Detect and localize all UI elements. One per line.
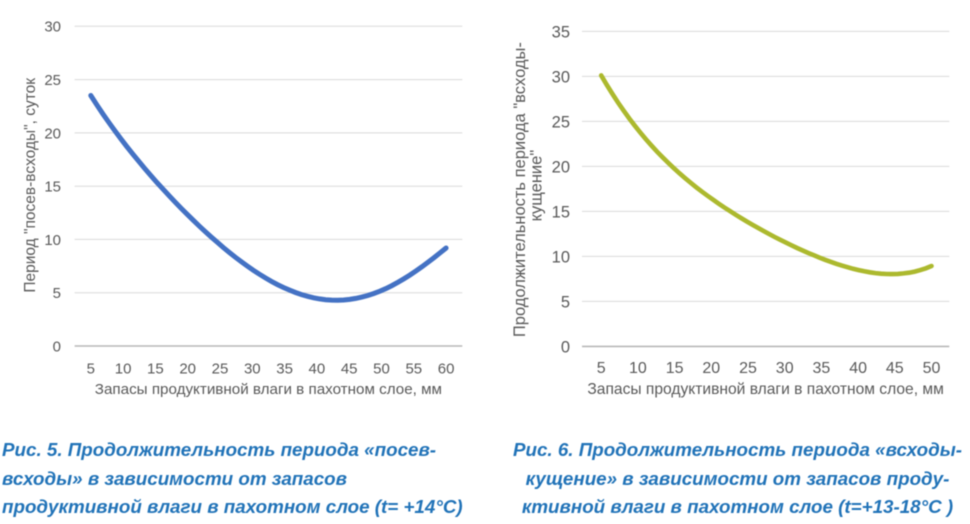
svg-text:40: 40 [309, 361, 326, 378]
svg-text:30: 30 [552, 68, 570, 86]
svg-text:50: 50 [923, 360, 941, 377]
svg-text:5: 5 [53, 285, 61, 302]
svg-text:15: 15 [147, 361, 164, 378]
svg-text:Период "посев-всходы", суток: Период "посев-всходы", суток [22, 78, 39, 293]
svg-text:0: 0 [561, 338, 570, 356]
svg-text:25: 25 [44, 72, 61, 89]
svg-text:10: 10 [115, 361, 132, 378]
svg-text:35: 35 [813, 360, 831, 377]
svg-text:25: 25 [739, 360, 757, 377]
svg-text:45: 45 [886, 360, 904, 377]
svg-text:Продолжительность периода "всх: Продолжительность периода "всходы- [511, 42, 529, 337]
svg-text:10: 10 [552, 248, 570, 266]
svg-text:45: 45 [341, 361, 358, 378]
svg-text:5: 5 [87, 361, 95, 378]
svg-text:5: 5 [561, 293, 570, 311]
svg-text:55: 55 [405, 361, 422, 378]
svg-text:30: 30 [244, 361, 261, 378]
svg-text:15: 15 [552, 203, 570, 221]
svg-text:25: 25 [212, 361, 229, 378]
svg-text:0: 0 [53, 338, 61, 355]
svg-text:Запасы продуктивной влаги в па: Запасы продуктивной влаги в пахотном сло… [95, 381, 442, 398]
svg-text:60: 60 [438, 361, 455, 378]
svg-text:кущение": кущение" [528, 150, 546, 222]
svg-text:30: 30 [44, 19, 61, 36]
svg-text:35: 35 [552, 23, 570, 41]
svg-text:40: 40 [849, 360, 867, 377]
svg-text:20: 20 [44, 125, 61, 142]
svg-text:50: 50 [373, 361, 390, 378]
svg-text:20: 20 [552, 158, 570, 176]
svg-text:25: 25 [552, 113, 570, 131]
svg-text:Запасы продуктивной влаги в па: Запасы продуктивной влаги в пахотном сло… [587, 381, 943, 398]
svg-text:10: 10 [629, 360, 647, 377]
svg-text:30: 30 [776, 360, 794, 377]
svg-text:35: 35 [276, 361, 293, 378]
svg-text:15: 15 [666, 360, 684, 377]
svg-text:20: 20 [179, 361, 196, 378]
svg-text:5: 5 [597, 360, 606, 377]
svg-text:15: 15 [44, 179, 61, 196]
svg-text:20: 20 [702, 360, 720, 377]
svg-text:10: 10 [44, 232, 61, 249]
